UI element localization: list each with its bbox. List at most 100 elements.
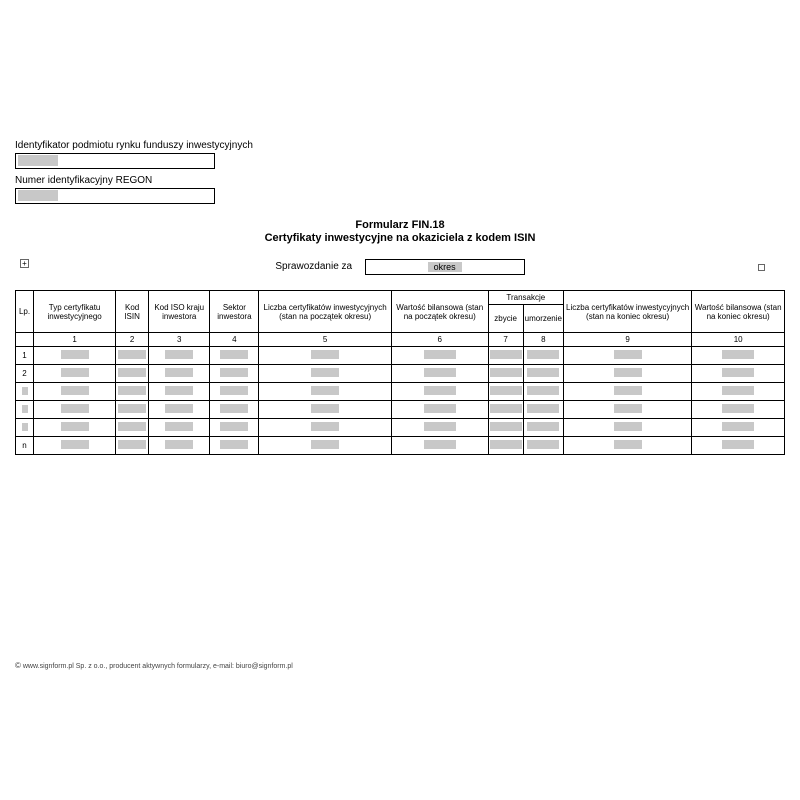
cell[interactable] <box>259 383 391 401</box>
cell[interactable] <box>210 383 259 401</box>
num-9: 9 <box>563 333 691 347</box>
cell[interactable] <box>523 383 563 401</box>
cell[interactable] <box>523 365 563 383</box>
cell[interactable] <box>563 383 691 401</box>
cell[interactable] <box>692 365 785 383</box>
lp-cell <box>16 419 34 437</box>
header-row-1: Lp. Typ certyfikatu inwestycyjnego Kod I… <box>16 291 785 305</box>
th-c1: Typ certyfikatu inwestycyjnego <box>34 291 116 333</box>
period-label: Sprawozdanie za <box>275 261 352 272</box>
cell[interactable] <box>116 419 149 437</box>
cell[interactable] <box>34 401 116 419</box>
cell[interactable] <box>210 365 259 383</box>
cell[interactable] <box>523 347 563 365</box>
cell[interactable] <box>149 365 210 383</box>
num-4: 4 <box>210 333 259 347</box>
cell[interactable] <box>523 419 563 437</box>
cell[interactable] <box>34 437 116 455</box>
field2-box[interactable] <box>15 188 215 204</box>
cell[interactable] <box>116 365 149 383</box>
cell[interactable] <box>210 419 259 437</box>
th-c2: Kod ISIN <box>116 291 149 333</box>
lp-cell: 2 <box>16 365 34 383</box>
cell[interactable] <box>488 365 523 383</box>
table-row: 1 <box>16 347 785 365</box>
cell[interactable] <box>488 437 523 455</box>
cell[interactable] <box>391 365 488 383</box>
period-box[interactable]: okres <box>365 259 525 275</box>
expand-icon[interactable]: + <box>20 259 29 268</box>
cell[interactable] <box>116 437 149 455</box>
cell[interactable] <box>488 401 523 419</box>
cell[interactable] <box>563 437 691 455</box>
cell[interactable] <box>391 437 488 455</box>
cell[interactable] <box>488 347 523 365</box>
lp-cell: n <box>16 437 34 455</box>
cell[interactable] <box>259 419 391 437</box>
cell[interactable] <box>563 401 691 419</box>
cell[interactable] <box>692 401 785 419</box>
num-6: 6 <box>391 333 488 347</box>
th-c8: umorzenie <box>523 305 563 333</box>
cell[interactable] <box>391 347 488 365</box>
period-row: + Sprawozdanie za okres <box>15 259 785 275</box>
field1-label: Identyfikator podmiotu rynku funduszy in… <box>15 140 785 151</box>
footer-text: www.signform.pl Sp. z o.o., producent ak… <box>23 663 293 670</box>
main-table: Lp. Typ certyfikatu inwestycyjnego Kod I… <box>15 290 785 455</box>
cell[interactable] <box>210 401 259 419</box>
th-lp: Lp. <box>16 291 34 333</box>
cell[interactable] <box>116 383 149 401</box>
cell[interactable] <box>259 437 391 455</box>
cell[interactable] <box>692 347 785 365</box>
th-c6: Wartość bilansowa (stan na początek okre… <box>391 291 488 333</box>
cell[interactable] <box>523 437 563 455</box>
cell[interactable] <box>210 347 259 365</box>
cell[interactable] <box>488 419 523 437</box>
field1-box[interactable] <box>15 153 215 169</box>
table-row <box>16 401 785 419</box>
cell[interactable] <box>391 383 488 401</box>
table-row: n <box>16 437 785 455</box>
cell[interactable] <box>34 419 116 437</box>
lp-cell <box>16 401 34 419</box>
cell[interactable] <box>34 383 116 401</box>
cell[interactable] <box>149 347 210 365</box>
cell[interactable] <box>692 437 785 455</box>
th-c5: Liczba certyfikatów inwestycyjnych (stan… <box>259 291 391 333</box>
cell[interactable] <box>149 419 210 437</box>
num-lp <box>16 333 34 347</box>
cell[interactable] <box>563 347 691 365</box>
cell[interactable] <box>563 365 691 383</box>
cell[interactable] <box>149 401 210 419</box>
cell[interactable] <box>692 383 785 401</box>
cell[interactable] <box>488 383 523 401</box>
lp-cell <box>16 383 34 401</box>
cell[interactable] <box>210 437 259 455</box>
cell[interactable] <box>391 419 488 437</box>
th-c3: Kod ISO kraju inwestora <box>149 291 210 333</box>
cell[interactable] <box>149 437 210 455</box>
field2-value <box>18 190 58 201</box>
table-row: 2 <box>16 365 785 383</box>
th-c9: Liczba certyfikatów inwestycyjnych (stan… <box>563 291 691 333</box>
cell[interactable] <box>259 365 391 383</box>
cell[interactable] <box>523 401 563 419</box>
period-value: okres <box>428 262 462 272</box>
cell[interactable] <box>149 383 210 401</box>
table-row <box>16 383 785 401</box>
num-7: 7 <box>488 333 523 347</box>
cell[interactable] <box>34 365 116 383</box>
cell[interactable] <box>563 419 691 437</box>
cell[interactable] <box>34 347 116 365</box>
cell[interactable] <box>259 401 391 419</box>
table-row <box>16 419 785 437</box>
th-trans: Transakcje <box>488 291 563 305</box>
number-row: 1 2 3 4 5 6 7 8 9 10 <box>16 333 785 347</box>
cell[interactable] <box>116 401 149 419</box>
cell[interactable] <box>391 401 488 419</box>
copyright-icon: © <box>15 661 21 670</box>
cell[interactable] <box>259 347 391 365</box>
small-square-icon <box>758 264 765 271</box>
cell[interactable] <box>692 419 785 437</box>
cell[interactable] <box>116 347 149 365</box>
